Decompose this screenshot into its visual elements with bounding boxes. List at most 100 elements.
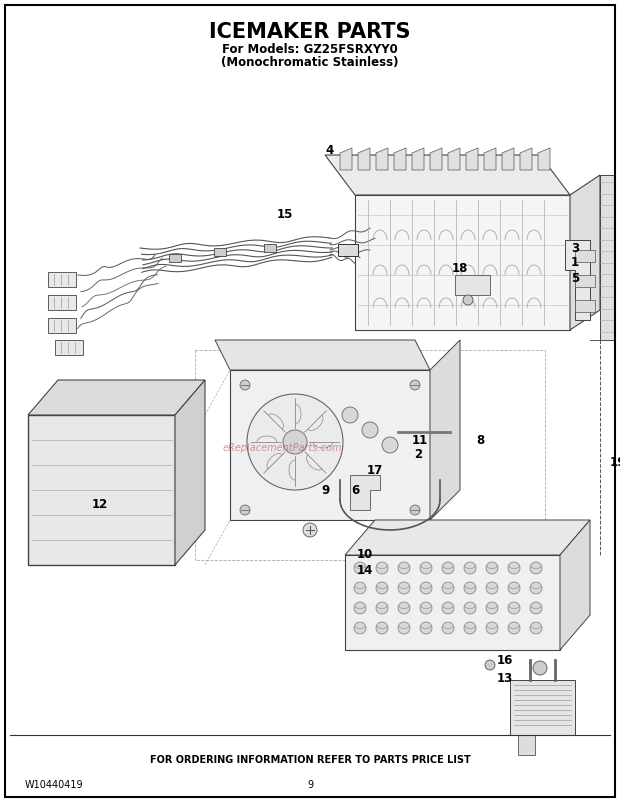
Polygon shape	[502, 148, 514, 170]
Text: 15: 15	[277, 209, 293, 221]
Polygon shape	[518, 735, 535, 755]
Circle shape	[442, 562, 454, 574]
Text: 17: 17	[367, 464, 383, 476]
Circle shape	[442, 622, 454, 634]
Text: 4: 4	[326, 144, 334, 156]
Circle shape	[486, 582, 498, 594]
Polygon shape	[575, 275, 595, 287]
Polygon shape	[448, 148, 460, 170]
Circle shape	[342, 407, 358, 423]
Polygon shape	[28, 380, 205, 415]
Polygon shape	[350, 475, 380, 510]
Polygon shape	[264, 244, 276, 252]
Text: 8: 8	[476, 434, 484, 447]
Polygon shape	[376, 148, 388, 170]
Text: (Monochromatic Stainless): (Monochromatic Stainless)	[221, 56, 399, 69]
Circle shape	[420, 622, 432, 634]
Circle shape	[303, 523, 317, 537]
Circle shape	[508, 622, 520, 634]
Circle shape	[464, 582, 476, 594]
Polygon shape	[214, 248, 226, 256]
Circle shape	[464, 622, 476, 634]
Circle shape	[533, 661, 547, 675]
Text: FOR ORDERING INFORMATION REFER TO PARTS PRICE LIST: FOR ORDERING INFORMATION REFER TO PARTS …	[149, 755, 471, 765]
Circle shape	[530, 582, 542, 594]
Polygon shape	[575, 250, 595, 262]
Polygon shape	[430, 148, 442, 170]
Circle shape	[376, 562, 388, 574]
Circle shape	[376, 602, 388, 614]
Polygon shape	[570, 175, 600, 330]
Polygon shape	[575, 300, 595, 312]
Circle shape	[508, 602, 520, 614]
Polygon shape	[215, 340, 430, 370]
Polygon shape	[325, 155, 570, 195]
Text: 5: 5	[571, 272, 579, 285]
Polygon shape	[345, 520, 590, 555]
Circle shape	[442, 582, 454, 594]
Polygon shape	[600, 175, 615, 340]
Circle shape	[354, 602, 366, 614]
Polygon shape	[169, 254, 181, 262]
Circle shape	[485, 660, 495, 670]
Text: 6: 6	[351, 484, 359, 496]
Polygon shape	[28, 415, 175, 565]
Text: 19: 19	[610, 456, 620, 468]
Text: 2: 2	[414, 448, 422, 461]
Circle shape	[410, 380, 420, 390]
Polygon shape	[538, 148, 550, 170]
Circle shape	[464, 602, 476, 614]
Polygon shape	[175, 380, 205, 565]
Circle shape	[530, 562, 542, 574]
Polygon shape	[230, 370, 430, 520]
Circle shape	[486, 562, 498, 574]
Text: For Models: GZ25FSRXYY0: For Models: GZ25FSRXYY0	[222, 43, 398, 56]
Circle shape	[398, 622, 410, 634]
Circle shape	[376, 622, 388, 634]
Text: 18: 18	[452, 261, 468, 274]
Polygon shape	[345, 555, 560, 650]
Circle shape	[247, 394, 343, 490]
Polygon shape	[466, 148, 478, 170]
Polygon shape	[48, 272, 76, 287]
Circle shape	[410, 505, 420, 515]
Polygon shape	[55, 340, 83, 355]
Text: 3: 3	[571, 241, 579, 254]
Circle shape	[508, 582, 520, 594]
Circle shape	[354, 582, 366, 594]
Text: 1: 1	[571, 256, 579, 269]
Circle shape	[382, 437, 398, 453]
Polygon shape	[510, 680, 575, 735]
Circle shape	[398, 582, 410, 594]
Text: 14: 14	[357, 564, 373, 577]
Circle shape	[486, 622, 498, 634]
Polygon shape	[358, 148, 370, 170]
Circle shape	[398, 562, 410, 574]
Circle shape	[530, 622, 542, 634]
Circle shape	[442, 602, 454, 614]
Polygon shape	[48, 318, 76, 333]
Text: 13: 13	[497, 671, 513, 684]
Circle shape	[420, 562, 432, 574]
Polygon shape	[430, 340, 460, 520]
Polygon shape	[48, 295, 76, 310]
Circle shape	[376, 582, 388, 594]
Polygon shape	[394, 148, 406, 170]
Polygon shape	[455, 275, 490, 295]
Polygon shape	[565, 240, 590, 320]
Text: 9: 9	[307, 780, 313, 790]
Circle shape	[354, 622, 366, 634]
Polygon shape	[412, 148, 424, 170]
Circle shape	[398, 602, 410, 614]
Text: 16: 16	[497, 654, 513, 666]
Polygon shape	[484, 148, 496, 170]
Text: 10: 10	[357, 549, 373, 561]
Circle shape	[464, 562, 476, 574]
Polygon shape	[340, 148, 352, 170]
Text: ICEMAKER PARTS: ICEMAKER PARTS	[210, 22, 410, 42]
Circle shape	[283, 430, 307, 454]
Text: 9: 9	[321, 484, 329, 496]
Text: 11: 11	[412, 434, 428, 447]
Polygon shape	[338, 244, 358, 256]
Polygon shape	[560, 520, 590, 650]
